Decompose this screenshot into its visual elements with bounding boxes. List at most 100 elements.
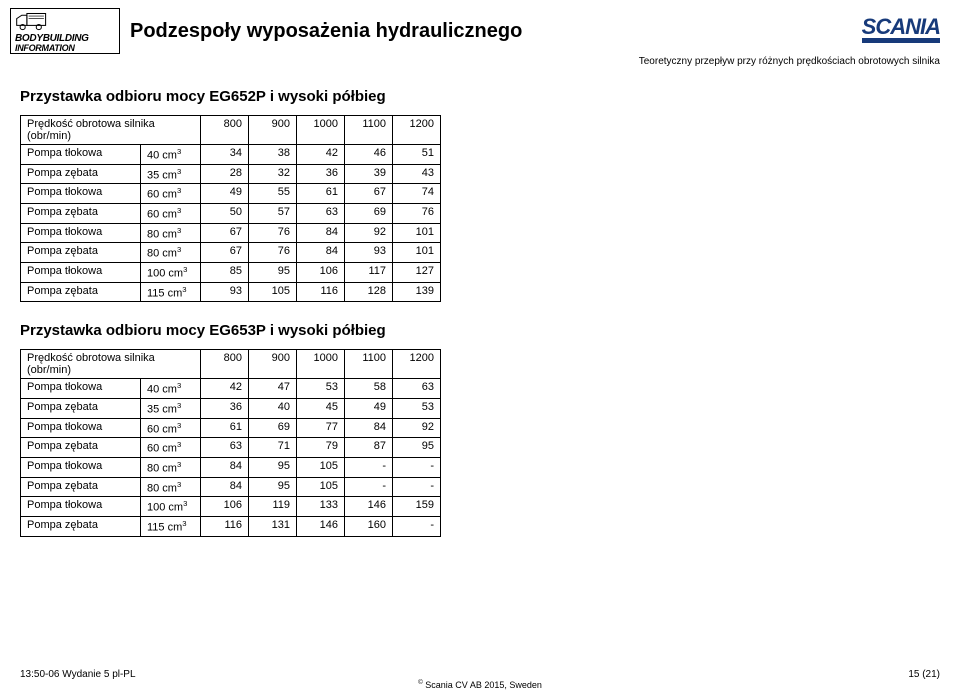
- flow-value: 45: [297, 398, 345, 418]
- flow-value: 50: [201, 203, 249, 223]
- page-header: BODYBUILDING INFORMATION Podzespoły wypo…: [0, 0, 960, 58]
- flow-value: 34: [201, 145, 249, 165]
- flow-value: 105: [297, 457, 345, 477]
- flow-value: 53: [297, 379, 345, 399]
- pump-size: 80 cm3: [141, 243, 201, 263]
- col-speed: 900: [249, 350, 297, 379]
- flow-value: 40: [249, 398, 297, 418]
- pump-size: 35 cm3: [141, 164, 201, 184]
- bodybuilding-logo: BODYBUILDING INFORMATION: [10, 8, 120, 54]
- flow-value: 76: [393, 203, 441, 223]
- flow-value: -: [393, 516, 441, 536]
- col-speed: 1200: [393, 350, 441, 379]
- truck-icon: [11, 9, 119, 34]
- footer-left: 13:50-06 Wydanie 5 pl-PL: [20, 669, 136, 680]
- flow-value: 61: [297, 184, 345, 204]
- flow-value: 93: [201, 282, 249, 302]
- header-label: Prędkość obrotowa silnika (obr/min): [21, 350, 201, 379]
- flow-value: 67: [345, 184, 393, 204]
- flow-value: 84: [201, 457, 249, 477]
- pump-type: Pompa zębata: [21, 438, 141, 458]
- flow-value: 67: [201, 243, 249, 263]
- flow-value: 101: [393, 223, 441, 243]
- flow-value: 74: [393, 184, 441, 204]
- col-speed: 1100: [345, 350, 393, 379]
- flow-value: 95: [249, 457, 297, 477]
- flow-value: 79: [297, 438, 345, 458]
- flow-value: 146: [345, 497, 393, 517]
- flow-value: -: [393, 477, 441, 497]
- flow-value: 67: [201, 223, 249, 243]
- pump-type: Pompa tłokowa: [21, 184, 141, 204]
- pump-type: Pompa zębata: [21, 203, 141, 223]
- flow-value: 42: [297, 145, 345, 165]
- flow-value: 92: [393, 418, 441, 438]
- copyright: © Scania CV AB 2015, Sweden: [418, 679, 542, 690]
- flow-value: 76: [249, 223, 297, 243]
- flow-value: 95: [393, 438, 441, 458]
- flow-value: 36: [201, 398, 249, 418]
- pump-type: Pompa zębata: [21, 398, 141, 418]
- flow-value: 49: [345, 398, 393, 418]
- table-row: Pompa tłokowa60 cm36169778492: [21, 418, 441, 438]
- flow-value: 84: [297, 223, 345, 243]
- table-row: Pompa tłokowa100 cm3106119133146159: [21, 497, 441, 517]
- flow-value: 63: [297, 203, 345, 223]
- table-eg653p: Prędkość obrotowa silnika (obr/min) 800 …: [20, 349, 441, 536]
- table-row: Pompa zębata35 cm33640454953: [21, 398, 441, 418]
- flow-value: 32: [249, 164, 297, 184]
- pump-type: Pompa tłokowa: [21, 145, 141, 165]
- table-row: Pompa tłokowa80 cm367768492101: [21, 223, 441, 243]
- flow-value: 63: [393, 379, 441, 399]
- flow-value: 49: [201, 184, 249, 204]
- pump-type: Pompa tłokowa: [21, 379, 141, 399]
- pump-type: Pompa zębata: [21, 282, 141, 302]
- flow-value: 105: [249, 282, 297, 302]
- footer-right: 15 (21): [908, 669, 940, 680]
- flow-value: -: [345, 457, 393, 477]
- flow-value: 119: [249, 497, 297, 517]
- table-row: Pompa zębata60 cm36371798795: [21, 438, 441, 458]
- context-subtitle: Teoretyczny przepływ przy różnych prędko…: [639, 56, 940, 67]
- pump-type: Pompa zębata: [21, 243, 141, 263]
- pump-type: Pompa tłokowa: [21, 457, 141, 477]
- flow-value: 28: [201, 164, 249, 184]
- pump-type: Pompa tłokowa: [21, 223, 141, 243]
- flow-value: 69: [249, 418, 297, 438]
- flow-value: 38: [249, 145, 297, 165]
- pump-size: 60 cm3: [141, 203, 201, 223]
- flow-value: 133: [297, 497, 345, 517]
- flow-value: 128: [345, 282, 393, 302]
- scania-wordmark: SCANIA: [862, 14, 940, 40]
- table-header-row: Prędkość obrotowa silnika (obr/min) 800 …: [21, 350, 441, 379]
- flow-value: 159: [393, 497, 441, 517]
- pump-size: 40 cm3: [141, 379, 201, 399]
- pump-size: 80 cm3: [141, 457, 201, 477]
- flow-value: 146: [297, 516, 345, 536]
- flow-value: 84: [297, 243, 345, 263]
- flow-value: 58: [345, 379, 393, 399]
- flow-value: 53: [393, 398, 441, 418]
- flow-value: 84: [201, 477, 249, 497]
- flow-value: 116: [297, 282, 345, 302]
- col-speed: 900: [249, 116, 297, 145]
- flow-value: 95: [249, 477, 297, 497]
- flow-value: 69: [345, 203, 393, 223]
- flow-value: 84: [345, 418, 393, 438]
- col-speed: 1000: [297, 116, 345, 145]
- table-row: Pompa zębata115 cm393105116128139: [21, 282, 441, 302]
- logo-text-line2: INFORMATION: [15, 44, 119, 53]
- table-row: Pompa tłokowa40 cm33438424651: [21, 145, 441, 165]
- col-speed: 800: [201, 116, 249, 145]
- page-title: Podzespoły wyposażenia hydraulicznego: [130, 8, 522, 43]
- table-row: Pompa zębata60 cm35057636976: [21, 203, 441, 223]
- flow-value: 43: [393, 164, 441, 184]
- flow-value: 117: [345, 262, 393, 282]
- flow-value: 92: [345, 223, 393, 243]
- pump-type: Pompa zębata: [21, 477, 141, 497]
- pump-type: Pompa tłokowa: [21, 497, 141, 517]
- pump-size: 60 cm3: [141, 184, 201, 204]
- col-speed: 800: [201, 350, 249, 379]
- flow-value: 71: [249, 438, 297, 458]
- pump-size: 115 cm3: [141, 516, 201, 536]
